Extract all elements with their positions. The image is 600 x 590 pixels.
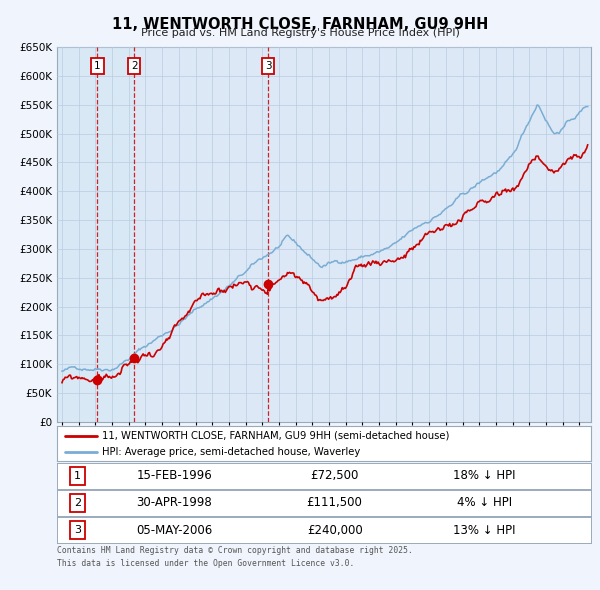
Text: This data is licensed under the Open Government Licence v3.0.: This data is licensed under the Open Gov… bbox=[57, 559, 355, 568]
Text: 05-MAY-2006: 05-MAY-2006 bbox=[136, 523, 212, 537]
Bar bbox=[57, 47, 97, 422]
Text: 1: 1 bbox=[94, 61, 101, 71]
Text: 30-APR-1998: 30-APR-1998 bbox=[137, 496, 212, 510]
Text: 3: 3 bbox=[74, 525, 81, 535]
Text: Price paid vs. HM Land Registry's House Price Index (HPI): Price paid vs. HM Land Registry's House … bbox=[140, 28, 460, 38]
Text: £240,000: £240,000 bbox=[307, 523, 362, 537]
Text: 2: 2 bbox=[131, 61, 137, 71]
Text: Contains HM Land Registry data © Crown copyright and database right 2025.: Contains HM Land Registry data © Crown c… bbox=[57, 546, 413, 555]
Text: 2: 2 bbox=[74, 498, 81, 508]
Text: 11, WENTWORTH CLOSE, FARNHAM, GU9 9HH (semi-detached house): 11, WENTWORTH CLOSE, FARNHAM, GU9 9HH (s… bbox=[103, 431, 450, 441]
Text: 1: 1 bbox=[74, 471, 81, 481]
Text: 4% ↓ HPI: 4% ↓ HPI bbox=[457, 496, 512, 510]
Text: £72,500: £72,500 bbox=[310, 469, 359, 483]
Text: 15-FEB-1996: 15-FEB-1996 bbox=[137, 469, 212, 483]
Text: 13% ↓ HPI: 13% ↓ HPI bbox=[453, 523, 515, 537]
Text: £111,500: £111,500 bbox=[307, 496, 362, 510]
Bar bbox=[97, 47, 134, 422]
Text: 11, WENTWORTH CLOSE, FARNHAM, GU9 9HH: 11, WENTWORTH CLOSE, FARNHAM, GU9 9HH bbox=[112, 17, 488, 31]
Text: 18% ↓ HPI: 18% ↓ HPI bbox=[453, 469, 515, 483]
Text: 3: 3 bbox=[265, 61, 271, 71]
Text: HPI: Average price, semi-detached house, Waverley: HPI: Average price, semi-detached house,… bbox=[103, 447, 361, 457]
